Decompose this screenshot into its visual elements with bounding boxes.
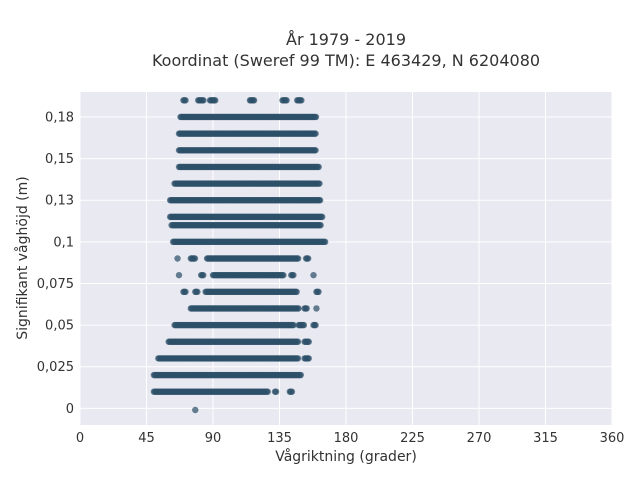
data-point — [316, 197, 324, 204]
data-point — [200, 97, 207, 104]
data-point — [304, 255, 312, 262]
data-point — [315, 288, 322, 295]
chart-title-line-1: År 1979 - 2019 — [286, 30, 406, 49]
x-tick-label: 90 — [205, 431, 222, 446]
x-tick-label: 45 — [138, 431, 155, 446]
data-point — [305, 355, 312, 362]
y-tick-label: 0,075 — [37, 277, 74, 292]
data-point — [175, 271, 183, 279]
y-tick-label: 0,025 — [37, 360, 74, 375]
data-point — [250, 97, 258, 104]
x-tick-label: 270 — [467, 431, 492, 446]
y-tick-label: 0,05 — [45, 319, 74, 334]
data-point — [264, 388, 271, 395]
data-point — [293, 288, 300, 295]
y-tick-label: 0,1 — [53, 235, 74, 250]
y-tick-label: 0,15 — [45, 152, 74, 167]
y-axis-ticks: 0 0,025 0,05 0,075 0,1 0,13 0,15 0,18 — [37, 110, 74, 416]
data-point — [192, 406, 199, 414]
data-point — [313, 305, 320, 312]
x-axis-ticks: 0 45 90 135 180 225 270 315 360 — [76, 431, 625, 446]
data-point — [294, 338, 302, 345]
data-point — [298, 97, 305, 104]
data-point — [288, 388, 296, 395]
data-point — [317, 222, 324, 229]
x-tick-label: 225 — [400, 431, 425, 446]
data-point — [303, 305, 310, 312]
data-point — [319, 213, 326, 221]
data-point — [294, 355, 302, 362]
data-point — [312, 130, 319, 137]
data-point — [212, 97, 219, 104]
data-point — [283, 97, 290, 104]
data-point — [316, 180, 323, 187]
data-point — [297, 371, 304, 379]
data-point — [182, 97, 189, 104]
data-point — [312, 147, 319, 154]
chart-title-line-2: Koordinat (Sweref 99 TM): E 463429, N 62… — [152, 51, 540, 70]
data-point — [191, 255, 199, 262]
data-point — [295, 305, 302, 312]
data-point — [174, 255, 181, 262]
data-points — [150, 97, 329, 414]
x-tick-label: 135 — [267, 431, 292, 446]
data-point — [200, 271, 207, 279]
data-point — [182, 288, 189, 295]
data-point — [194, 288, 201, 295]
data-point — [310, 271, 317, 279]
data-point — [290, 321, 297, 329]
x-tick-label: 0 — [76, 431, 84, 446]
y-axis-label: Signifikant våghöjd (m) — [14, 176, 31, 339]
data-point — [280, 271, 287, 279]
data-point — [321, 238, 329, 246]
data-point — [315, 163, 322, 171]
x-tick-label: 315 — [533, 431, 558, 446]
data-point — [305, 338, 312, 345]
y-tick-label: 0,13 — [45, 194, 74, 209]
data-point — [300, 321, 308, 329]
x-axis-label: Vågriktning (grader) — [275, 448, 417, 465]
x-tick-label: 360 — [600, 431, 625, 446]
data-point — [290, 271, 297, 279]
x-tick-label: 180 — [334, 431, 359, 446]
y-tick-label: 0,18 — [45, 110, 74, 125]
y-tick-label: 0 — [66, 402, 74, 417]
data-point — [272, 388, 280, 395]
data-point — [294, 255, 302, 262]
data-point — [312, 321, 319, 329]
data-point — [312, 113, 320, 121]
